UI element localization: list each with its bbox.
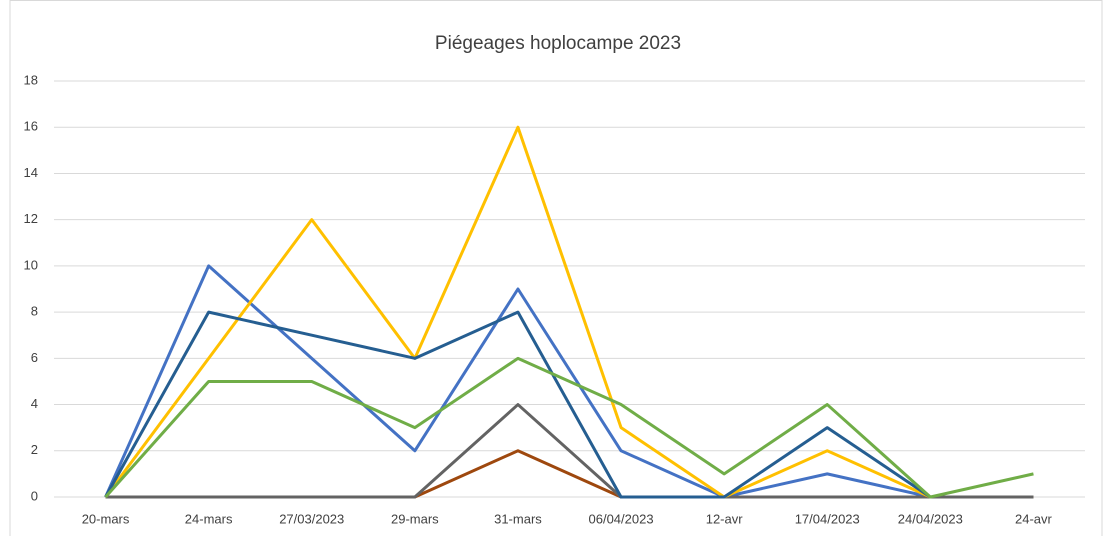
y-tick-label: 6 (31, 350, 38, 365)
series-line (105, 403, 1034, 499)
x-tick-label: 29-mars (391, 511, 439, 526)
x-tick-label: 27/03/2023 (279, 511, 344, 526)
y-tick-label: 4 (31, 396, 38, 411)
x-tick-label: 06/04/2023 (589, 511, 654, 526)
x-tick-label: 20-mars (82, 511, 130, 526)
y-tick-label: 14 (24, 165, 38, 180)
y-tick-label: 12 (24, 211, 38, 226)
x-tick-label: 24/04/2023 (898, 511, 963, 526)
series-line (104, 264, 931, 499)
y-tick-label: 2 (31, 442, 38, 457)
x-tick-label: 17/04/2023 (795, 511, 860, 526)
x-tick-label: 24-avr (1015, 511, 1053, 526)
chart-frame (9, 0, 1103, 536)
x-tick-label: 24-mars (185, 511, 233, 526)
y-tick-label: 18 (24, 72, 38, 87)
x-tick-label: 12-avr (706, 511, 744, 526)
chart-title: Piégeages hoplocampe 2023 (435, 33, 681, 54)
x-tick-label: 31-mars (494, 511, 542, 526)
y-tick-label: 10 (24, 257, 38, 272)
y-tick-label: 16 (24, 119, 38, 134)
series-line (104, 356, 1034, 499)
series-line (104, 125, 931, 499)
series-line (104, 310, 932, 499)
y-tick-label: 0 (31, 488, 38, 503)
y-tick-label: 8 (31, 304, 38, 319)
